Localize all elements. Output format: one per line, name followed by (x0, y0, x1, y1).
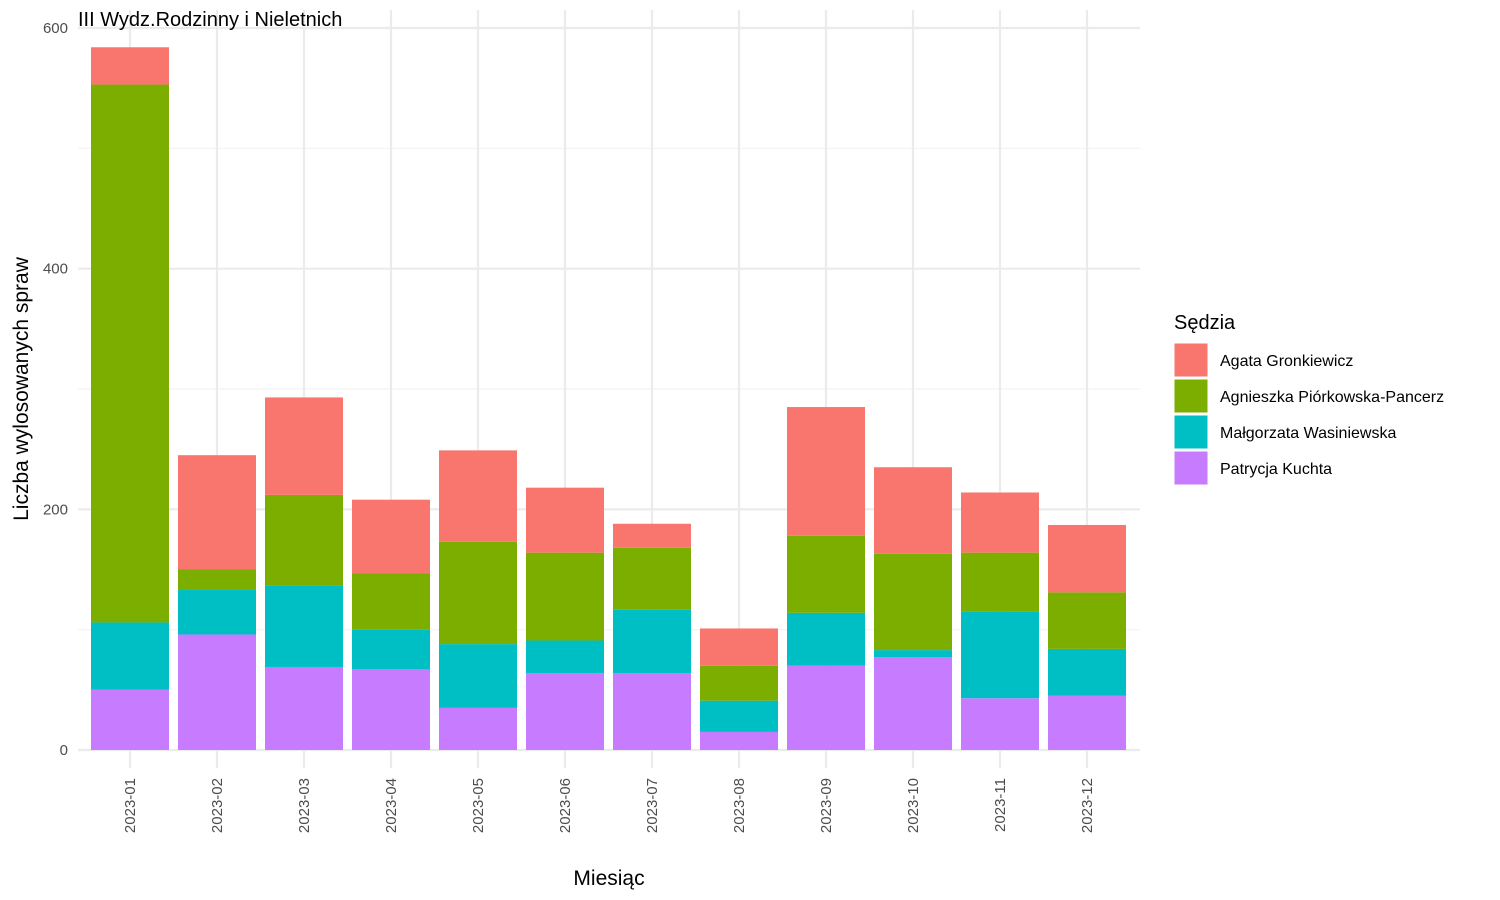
x-tick-label: 2023-04 (383, 778, 400, 833)
x-tick-label: 2023-08 (731, 778, 748, 833)
bar-segment (961, 492, 1039, 553)
bars (91, 47, 1126, 750)
y-axis-ticks: 0 200 400 600 (43, 20, 68, 759)
bar-segment (700, 731, 778, 750)
bar-segment (787, 612, 865, 666)
bar-segment (91, 689, 169, 750)
x-tick-label: 2023-11 (992, 778, 1009, 832)
bar-segment (439, 644, 517, 708)
bar-segment (526, 672, 604, 750)
bar-segment (1048, 648, 1126, 696)
y-tick-label: 400 (43, 261, 68, 278)
y-axis-title: Liczba wylosowanych spraw (10, 256, 33, 521)
bar-segment (265, 585, 343, 667)
x-tick-label: 2023-02 (209, 778, 226, 833)
legend-key (1173, 342, 1209, 378)
legend-label: Patrycja Kuchta (1220, 461, 1332, 478)
x-axis-ticks: 2023-01 2023-02 2023-03 2023-04 2023-05 2023-… (122, 778, 1096, 833)
bar-segment (613, 523, 691, 548)
legend: Sędzia Agata Gronkiewicz Agnieszka Piórko… (1173, 312, 1444, 486)
legend-label: Agata Gronkiewicz (1220, 353, 1353, 370)
bar-segment (178, 569, 256, 590)
y-tick-label: 0 (60, 742, 68, 759)
bar-segment (91, 84, 169, 623)
x-tick-label: 2023-05 (470, 778, 487, 833)
bar-segment (874, 657, 952, 750)
legend-label: Agnieszka Piórkowska-Pancerz (1220, 389, 1444, 406)
bar-segment (1048, 592, 1126, 649)
y-tick-label: 200 (43, 501, 68, 518)
bar-segment (1048, 524, 1126, 593)
bar-segment (439, 707, 517, 750)
bar-segment (91, 47, 169, 85)
bar-segment (700, 665, 778, 701)
bar-segment (265, 397, 343, 495)
bar-segment (1048, 695, 1126, 750)
x-tick-label: 2023-09 (818, 778, 835, 833)
legend-key (1173, 450, 1209, 486)
chart-title: III Wydz.Rodzinny i Nieletnich (78, 9, 342, 31)
bar-segment (178, 589, 256, 635)
bar-segment (526, 640, 604, 673)
x-tick-label: 2023-10 (905, 778, 922, 833)
legend-label: Małgorzata Wasiniewska (1220, 425, 1396, 442)
x-axis-title: Miesiąc (573, 867, 644, 890)
bar-segment (178, 455, 256, 570)
bar-segment (352, 669, 430, 750)
bar-segment (352, 499, 430, 574)
x-tick-label: 2023-12 (1079, 778, 1096, 833)
bar-segment (352, 573, 430, 630)
bar-segment (700, 628, 778, 666)
x-tick-label: 2023-03 (296, 778, 313, 833)
bar-segment (961, 698, 1039, 750)
bar-segment (787, 407, 865, 536)
x-tick-label: 2023-01 (122, 778, 139, 833)
bar-segment (265, 666, 343, 750)
x-tick-label: 2023-06 (557, 778, 574, 833)
bar-segment (874, 553, 952, 651)
bar-segment (526, 487, 604, 553)
bar-segment (613, 547, 691, 610)
bar-segment (265, 494, 343, 586)
bar-segment (613, 609, 691, 673)
legend-key (1173, 414, 1209, 450)
bar-segment (352, 629, 430, 670)
bar-segment (874, 467, 952, 554)
bar-segment (787, 665, 865, 750)
bar-segment (787, 535, 865, 613)
y-tick-label: 600 (43, 20, 68, 37)
bar-segment (526, 552, 604, 641)
bar-segment (961, 552, 1039, 612)
bar-segment (613, 672, 691, 750)
bar-segment (439, 541, 517, 645)
bar-segment (961, 611, 1039, 699)
x-tick-label: 2023-07 (644, 778, 661, 833)
legend-key (1173, 378, 1209, 414)
legend-title: Sędzia (1174, 312, 1236, 334)
bar-segment (178, 634, 256, 750)
bar-segment (874, 650, 952, 658)
bar-segment (91, 622, 169, 690)
bar-segment (439, 450, 517, 542)
bar-segment (700, 700, 778, 732)
